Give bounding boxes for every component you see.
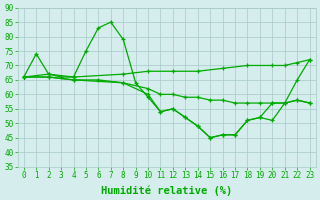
X-axis label: Humidité relative (%): Humidité relative (%) (101, 185, 232, 196)
